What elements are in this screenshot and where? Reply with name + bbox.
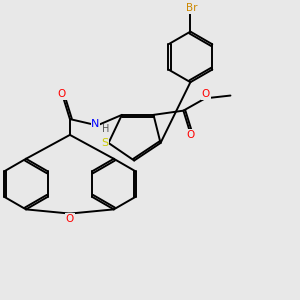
Text: Br: Br (186, 3, 198, 13)
Text: O: O (66, 214, 74, 224)
Text: O: O (58, 89, 66, 99)
Text: O: O (186, 130, 194, 140)
Text: O: O (202, 89, 210, 99)
Text: S: S (101, 138, 108, 148)
Text: N: N (92, 119, 100, 129)
Text: H: H (102, 124, 109, 134)
